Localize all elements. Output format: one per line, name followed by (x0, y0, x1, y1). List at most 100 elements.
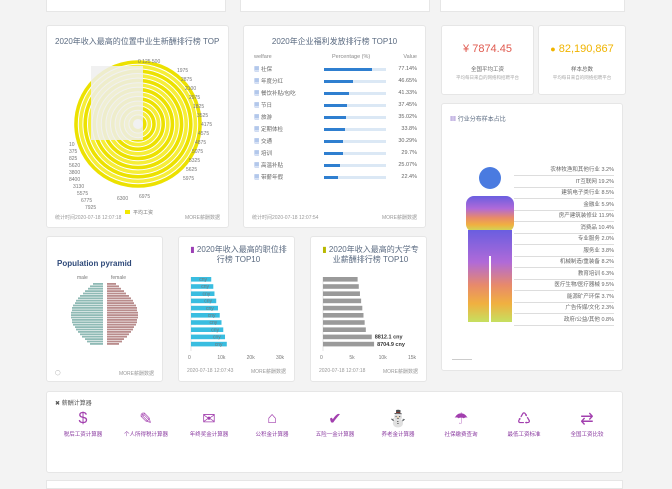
tool-label: 五险一金计算器 (315, 432, 355, 438)
bar (323, 341, 375, 347)
tool-label: 公积金计算器 (255, 432, 289, 438)
ring-tick-label: 10 (69, 142, 75, 148)
pyramid-title: Population pyramid (57, 259, 132, 268)
industry-card: ▦ 行业分布样本占比 农林牧渔和其他行业 3.2% IT互联网 19.2% 建筑电子… (441, 103, 623, 371)
tool-item[interactable]: ♺ 最低工资标准 (496, 410, 552, 439)
x-tick-label: 15k (408, 355, 417, 361)
bar-label: cny (206, 306, 214, 312)
pyramid-bar-male (80, 333, 103, 336)
salary-rank-card: 2020年收入最高的位置中业生新酬排行榜 TOP10 0 125 500 197… (46, 25, 229, 228)
tool-item[interactable]: ⛄ 养老金计算器 (370, 410, 426, 439)
welfare-name: ▦ 培训 (254, 151, 273, 157)
pyramid-bar-male (76, 328, 103, 331)
tool-item[interactable]: ☂ 社保缴费查询 (433, 410, 489, 439)
doc-icon: ▦ (254, 103, 260, 109)
pyramid-bar-male (90, 285, 103, 288)
welfare-bar (324, 67, 386, 71)
footer-time: 2020-07-18 12:07:18 (319, 368, 366, 374)
bar-label: cny (208, 313, 216, 319)
pyramid-bar-male (88, 287, 103, 290)
welfare-name: ▦ 定期体检 (254, 127, 284, 133)
footer-time: 统计时间2020-07-18 12:07:18 (55, 215, 122, 221)
tool-icon: ✔ (328, 411, 342, 428)
welfare-row: ▦ 旅游 35.02% (254, 112, 417, 122)
welfare-header: welfare Percentage (%) Value (254, 52, 417, 62)
welfare-row: ▦ 高温补贴 25.07% (254, 160, 417, 170)
pyramid-bar-female (107, 287, 121, 290)
sample-sub: 平均每日来自的网络招聘平台 (552, 75, 612, 80)
top-strip-mid (240, 0, 430, 12)
ring-tick-label: 4175 (201, 122, 212, 128)
bar (191, 320, 222, 325)
welfare-value: 46.65% (398, 78, 417, 84)
bar-icon: ▮ (322, 245, 327, 254)
welfare-bar (324, 175, 386, 179)
ring-tick-label: 5625 (186, 167, 197, 173)
right-label: female (111, 275, 126, 281)
person-icon: ● (550, 44, 556, 54)
more-link[interactable]: MORE薪酬数据 (381, 215, 417, 221)
welfare-value: 77.14% (398, 66, 417, 72)
more-link[interactable]: MORE薪酬数据 (184, 215, 220, 221)
tool-item[interactable]: ✎ 个人所得税计算器 (118, 410, 174, 439)
doc-icon: ▦ (254, 151, 260, 157)
bar (323, 334, 372, 340)
pyramid-bar-female (107, 295, 129, 297)
doc-icon: ▦ (254, 163, 260, 169)
bar-label: cny (215, 342, 223, 348)
ring-tick-label: 5325 (189, 158, 200, 164)
tool-label: 最低工资标准 (507, 432, 541, 438)
bar (191, 305, 218, 311)
welfare-value: 25.07% (398, 162, 417, 168)
tool-item[interactable]: ⇄ 全国工资比较 (559, 410, 615, 439)
industry-row: 广告传媒/文化 2.3% (514, 304, 614, 314)
bar-label: cny (199, 277, 207, 283)
pyramid-bar-male (90, 343, 103, 345)
job-salary-footer: 2020-07-18 12:07:43 MORE薪酬数据 (187, 368, 286, 375)
calculator-icon: ✖ (55, 401, 61, 407)
welfare-row: ▦ 社保 77.14% (254, 64, 417, 74)
pyramid-bar-male (82, 335, 103, 338)
welfare-bar (324, 139, 386, 143)
pyramid-bar-female (107, 292, 126, 295)
ring-tick-label: 5075 (192, 149, 203, 155)
ring-tick-label: 8400 (69, 177, 80, 183)
chart-overlay (91, 66, 143, 140)
bar (323, 305, 363, 311)
more-link[interactable]: MORE薪酬数据 (250, 369, 286, 375)
welfare-row: ▦ 节日 37.45% (254, 100, 417, 110)
pyramid-bar-female (107, 331, 131, 333)
welfare-value: 41.33% (398, 90, 417, 96)
footer-time: 2020-07-18 12:07:43 (187, 368, 234, 374)
pyramid-bar-male (71, 314, 103, 316)
top-strip-right (440, 0, 625, 12)
x-tick-label: 10k (379, 355, 388, 361)
tool-item[interactable]: ✉ 年终奖金计算器 (181, 410, 237, 439)
avg-salary-sub: 平均每日来自的网络和招聘平台 (456, 75, 519, 80)
more-link[interactable]: MORE薪酬数据 (382, 369, 418, 375)
job-salary-title: ▮ 2020年收入最高的职位排行榜 TOP10 (187, 245, 290, 265)
tool-label: 税后工资计算器 (63, 432, 103, 438)
more-link[interactable]: MORE薪酬数据 (118, 371, 154, 377)
ring-tick-label: 2975 (189, 95, 200, 101)
welfare-footer: 统计时间2020-07-18 12:07:54 MORE薪酬数据 (252, 214, 417, 221)
pyramid-bar-female (107, 338, 124, 340)
tool-label: 年终奖金计算器 (189, 432, 229, 438)
x-tick-label: 20k (247, 355, 256, 361)
tool-item[interactable]: $ 税后工资计算器 (55, 410, 111, 439)
ring-tick-label: 2100 (185, 86, 196, 92)
x-tick-label: 30k (276, 355, 285, 361)
welfare-title: 2020年企业福利发放排行榜 TOP10 (271, 37, 398, 46)
industry-row: 农林牧渔和其他行业 3.2% (514, 166, 614, 176)
pyramid-bar-female (107, 333, 129, 336)
tool-item[interactable]: ✔ 五险一金计算器 (307, 410, 363, 439)
col-name: welfare (254, 54, 272, 60)
welfare-bar (324, 91, 386, 95)
pyramid-bar-female (107, 340, 122, 343)
left-label: male (77, 275, 88, 281)
ring-tick-label: 375 (69, 149, 78, 155)
doc-icon: ▦ (254, 127, 260, 133)
pyramid-bar-female (107, 321, 137, 324)
tool-item[interactable]: ⌂ 公积金计算器 (244, 410, 300, 439)
